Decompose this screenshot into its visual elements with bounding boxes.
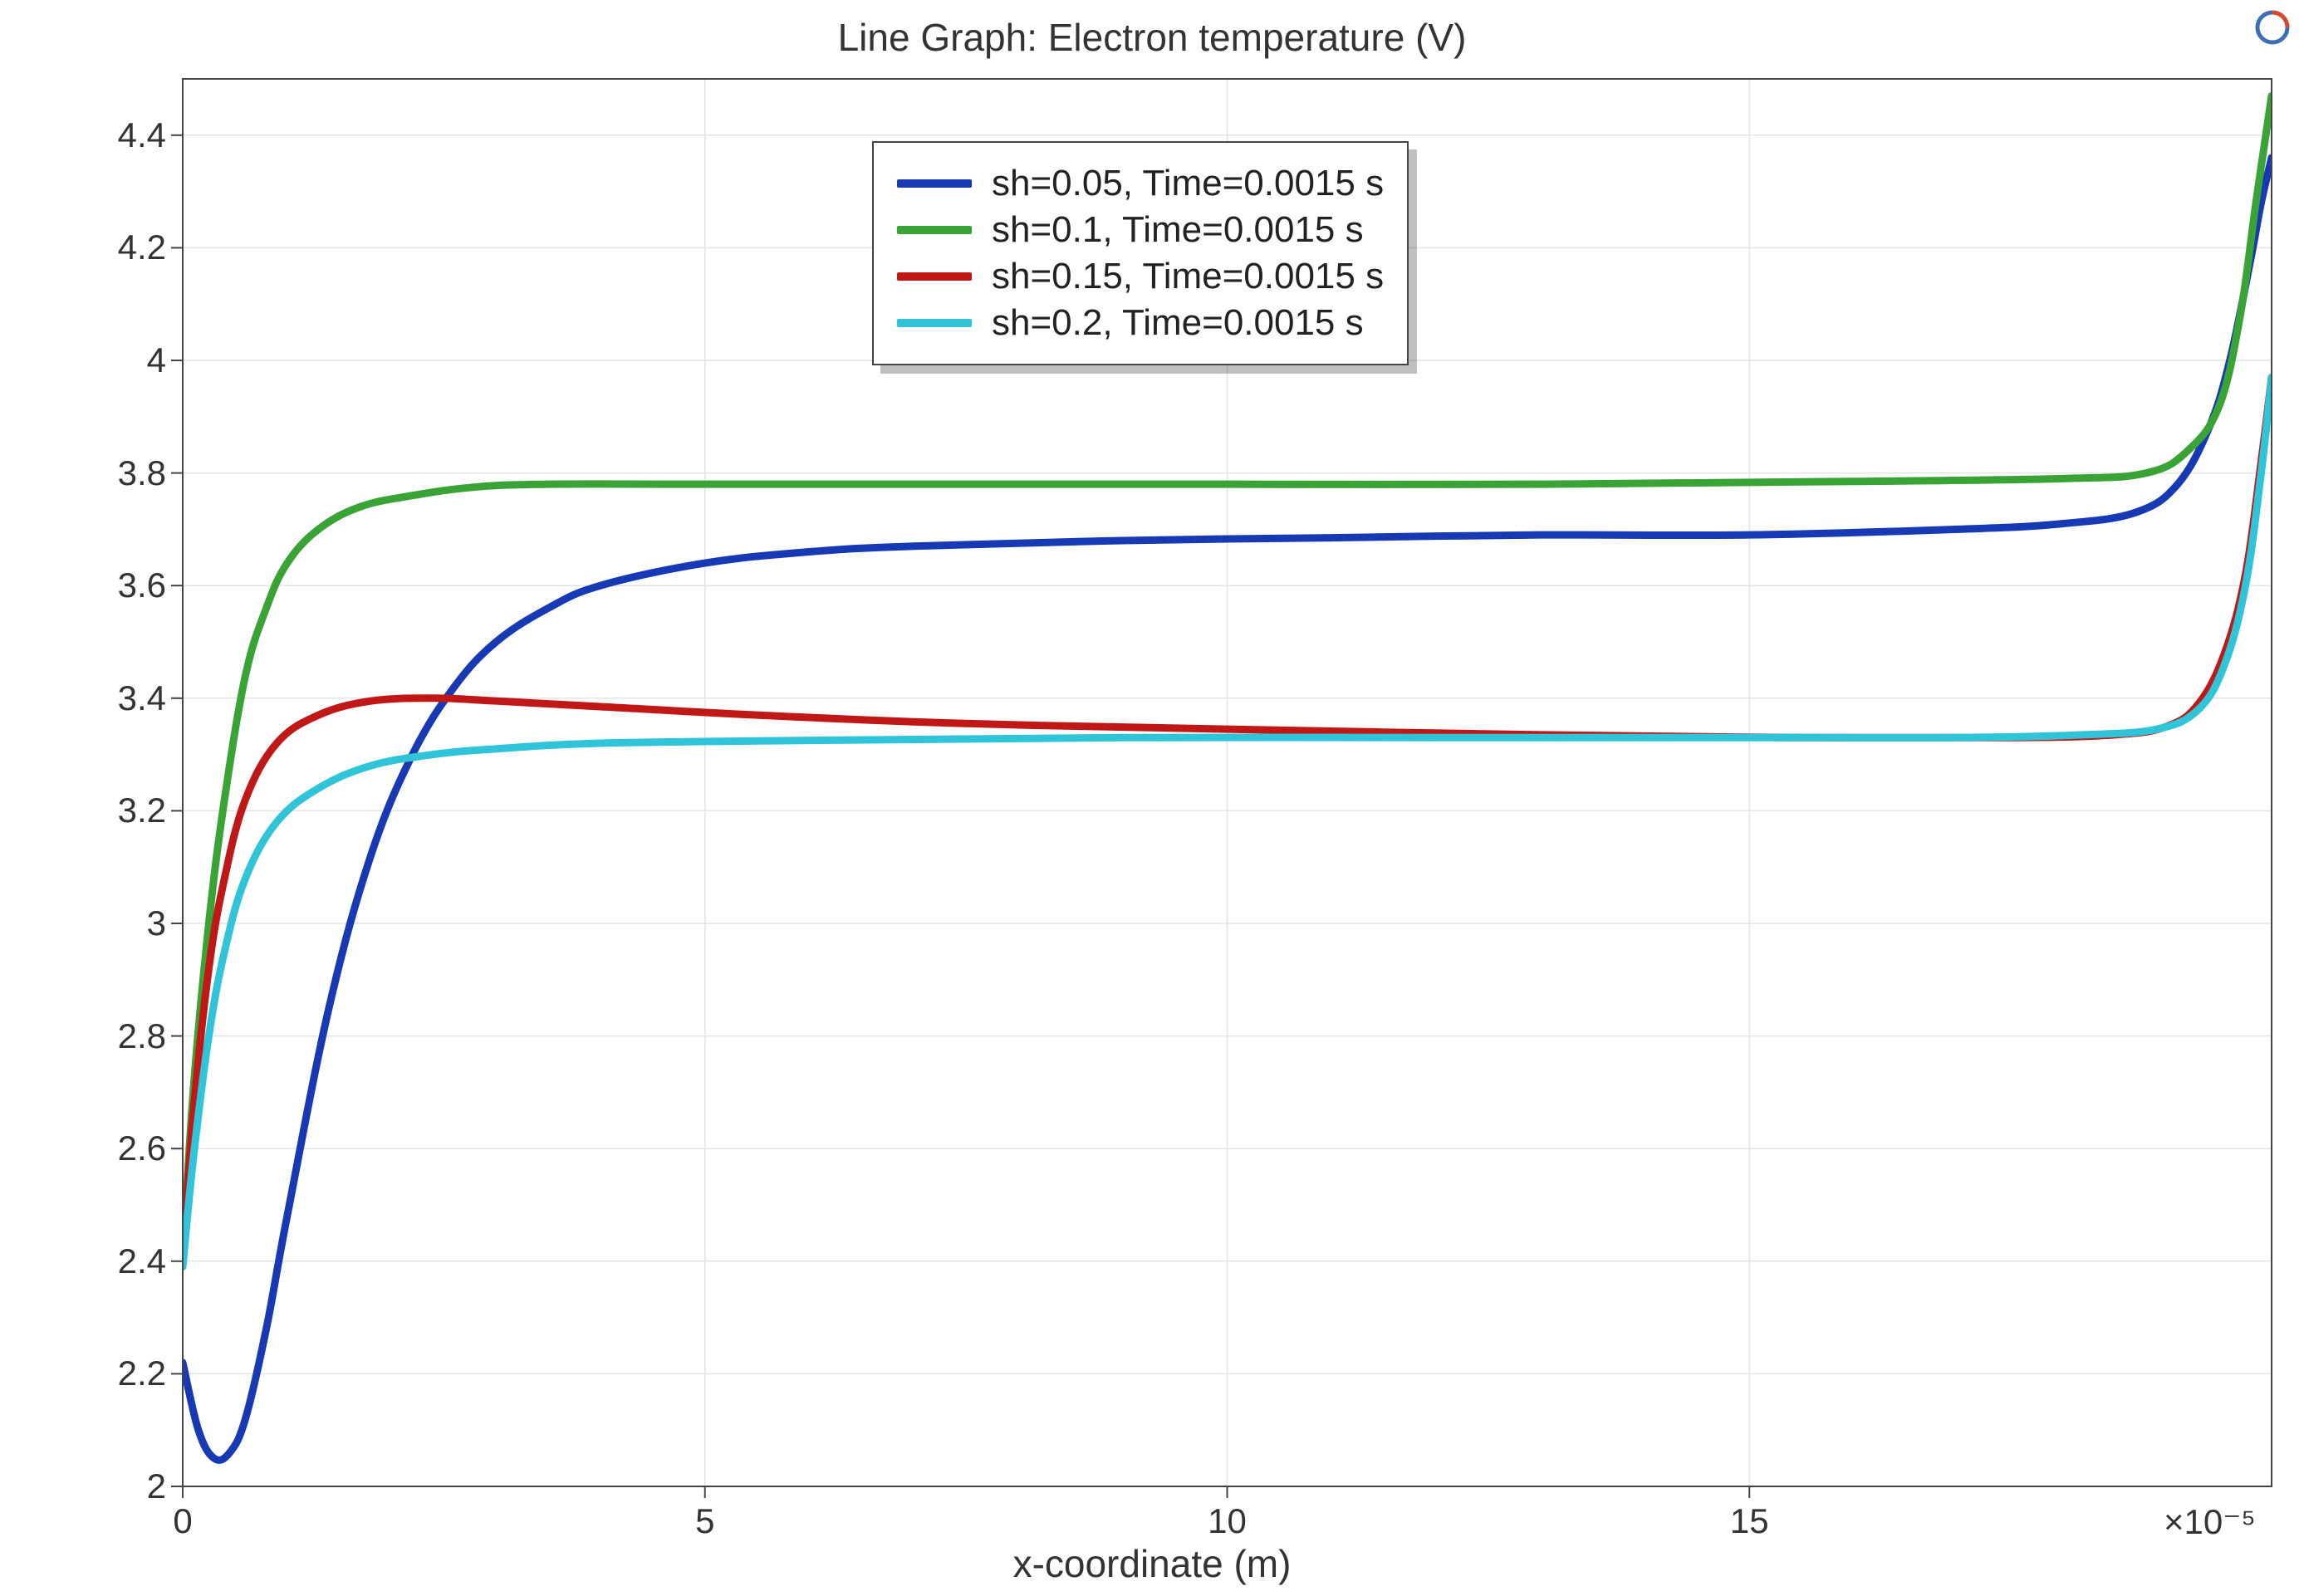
y-tick-label: 3.2 xyxy=(118,791,166,830)
legend-swatch xyxy=(897,319,972,327)
legend-item: sh=0.15, Time=0.0015 s xyxy=(897,256,1384,297)
x-tick-label: 5 xyxy=(672,1501,738,1541)
legend-label: sh=0.15, Time=0.0015 s xyxy=(992,256,1384,297)
y-tick-label: 4 xyxy=(147,340,166,380)
legend-swatch xyxy=(897,272,972,281)
x-tick-label: 0 xyxy=(150,1501,216,1541)
legend-swatch xyxy=(897,226,972,234)
legend-item: sh=0.05, Time=0.0015 s xyxy=(897,163,1384,204)
legend-label: sh=0.05, Time=0.0015 s xyxy=(992,163,1384,204)
y-tick-label: 2.2 xyxy=(118,1354,166,1393)
y-tick-label: 2.4 xyxy=(118,1241,166,1281)
legend-item: sh=0.2, Time=0.0015 s xyxy=(897,302,1384,344)
y-tick-label: 3.6 xyxy=(118,565,166,605)
legend-item: sh=0.1, Time=0.0015 s xyxy=(897,209,1384,251)
y-tick-label: 2 xyxy=(147,1466,166,1506)
x-axis-exponent: ×10⁻⁵ xyxy=(2164,1501,2256,1542)
y-tick-label: 3.4 xyxy=(118,678,166,718)
y-tick-label: 2.8 xyxy=(118,1016,166,1056)
line-chart: Line Graph: Electron temperature (V) Ele… xyxy=(0,0,2304,1596)
y-tick-label: 3 xyxy=(147,903,166,943)
x-tick-label: 10 xyxy=(1194,1501,1261,1541)
x-tick-label: 15 xyxy=(1716,1501,1782,1541)
legend: sh=0.05, Time=0.0015 s sh=0.1, Time=0.001… xyxy=(872,141,1409,365)
legend-swatch xyxy=(897,179,972,188)
y-tick-label: 2.6 xyxy=(118,1128,166,1168)
comsol-logo-icon xyxy=(2253,8,2292,47)
legend-label: sh=0.2, Time=0.0015 s xyxy=(992,302,1364,344)
y-tick-label: 3.8 xyxy=(118,453,166,493)
legend-label: sh=0.1, Time=0.0015 s xyxy=(992,209,1364,251)
y-tick-label: 4.2 xyxy=(118,228,166,267)
y-tick-label: 4.4 xyxy=(118,115,166,155)
